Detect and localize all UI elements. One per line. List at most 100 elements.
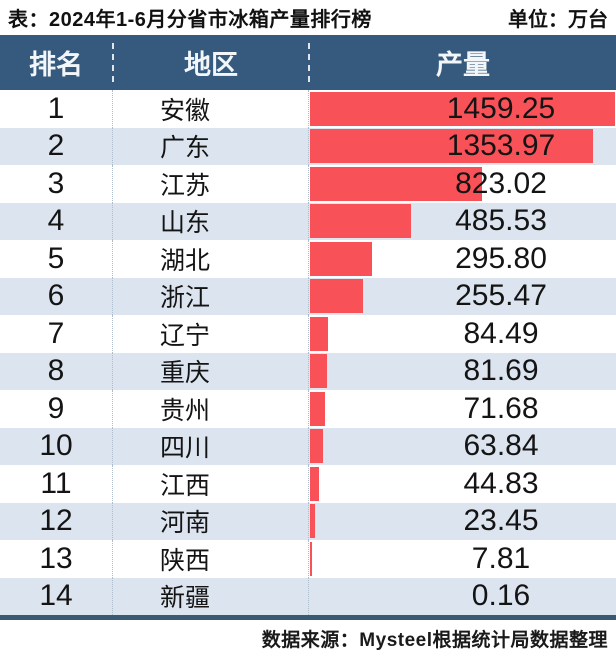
table-body: 1 安徽 1459.25 2 广东 1353.97 3 江苏 823.02 4 山东 485.53 5 湖…: [0, 90, 616, 615]
value-cell: 255.47: [308, 277, 616, 315]
region-cell: 重庆: [112, 352, 308, 390]
region-label: 江西: [159, 471, 211, 500]
rank-cell: 14: [39, 579, 73, 613]
value-label: 255.47: [455, 279, 547, 313]
value-label: 295.80: [455, 241, 547, 275]
value-bar: [310, 429, 324, 464]
value-label: 44.83: [463, 466, 539, 500]
value-label: 823.02: [455, 166, 547, 200]
value-cell: 44.83: [308, 465, 616, 503]
region-label: 河南: [159, 509, 211, 538]
value-label: 84.49: [463, 316, 539, 350]
rank-cell: 13: [39, 541, 73, 575]
region-cell: 四川: [112, 427, 308, 465]
table-header: 排名 地区 产量: [0, 35, 616, 90]
table-row: 9 贵州 71.68: [0, 390, 616, 428]
unit-label: 单位：万台: [508, 9, 608, 31]
region-cell: 湖北: [112, 240, 308, 278]
table-row: 7 辽宁 84.49: [0, 315, 616, 353]
value-bar: [310, 166, 483, 201]
value-bar: [310, 466, 320, 501]
value-bar: [310, 129, 593, 164]
value-label: 1459.25: [446, 91, 556, 125]
value-label: 485.53: [455, 204, 547, 238]
value-bar: [310, 504, 315, 539]
table-row: 12 河南 23.45: [0, 502, 616, 540]
value-cell: 0.16: [308, 577, 616, 615]
data-source-label: 数据来源：Mysteel根据统计局数据整理: [261, 629, 608, 651]
rank-cell: 1: [47, 91, 65, 125]
value-cell: 81.69: [308, 352, 616, 390]
value-bar: [310, 91, 615, 126]
value-cell: 1353.97: [308, 127, 616, 165]
table-row: 11 江西 44.83: [0, 465, 616, 503]
table-row: 5 湖北 295.80: [0, 240, 616, 278]
value-label: 7.81: [471, 541, 531, 575]
value-bar: [310, 316, 328, 351]
value-cell: 71.68: [308, 390, 616, 428]
value-bar: [310, 241, 372, 276]
page-title: 表：2024年1-6月分省市冰箱产量排行榜: [8, 9, 372, 31]
value-cell: 823.02: [308, 165, 616, 203]
table-row: 14 新疆 0.16: [0, 577, 616, 615]
value-cell: 84.49: [308, 315, 616, 353]
title-bar: 表：2024年1-6月分省市冰箱产量排行榜 单位：万台: [0, 0, 616, 35]
value-bar: [310, 204, 412, 239]
region-label: 四川: [159, 434, 211, 463]
rank-cell: 8: [47, 354, 65, 388]
value-label: 1353.97: [446, 129, 556, 163]
region-label: 新疆: [159, 584, 211, 613]
table-row: 2 广东 1353.97: [0, 127, 616, 165]
rank-cell: 4: [47, 204, 65, 238]
region-cell: 辽宁: [112, 315, 308, 353]
region-label: 安徽: [159, 96, 211, 125]
table-row: 13 陕西 7.81: [0, 540, 616, 578]
value-bar: [310, 541, 312, 576]
region-cell: 山东: [112, 202, 308, 240]
column-header-region: 地区: [112, 43, 308, 82]
value-cell: 485.53: [308, 202, 616, 240]
region-cell: 浙江: [112, 277, 308, 315]
region-cell: 河南: [112, 502, 308, 540]
rank-cell: 3: [47, 166, 65, 200]
region-cell: 新疆: [112, 577, 308, 615]
region-cell: 广东: [112, 127, 308, 165]
value-label: 23.45: [463, 504, 539, 538]
value-bar: [310, 354, 328, 389]
table-row: 8 重庆 81.69: [0, 352, 616, 390]
rank-cell: 9: [47, 391, 65, 425]
footer: 数据来源：Mysteel根据统计局数据整理: [0, 620, 616, 656]
region-label: 湖北: [159, 246, 211, 275]
rank-cell: 10: [39, 429, 73, 463]
value-cell: 295.80: [308, 240, 616, 278]
rank-cell: 2: [47, 129, 65, 163]
rank-cell: 5: [47, 241, 65, 275]
value-bar: [310, 279, 364, 314]
region-cell: 陕西: [112, 540, 308, 578]
region-label: 广东: [159, 134, 211, 163]
table-row: 3 江苏 823.02: [0, 165, 616, 203]
value-bar: [310, 391, 325, 426]
table-row: 1 安徽 1459.25: [0, 90, 616, 128]
value-cell: 7.81: [308, 540, 616, 578]
table-row: 10 四川 63.84: [0, 427, 616, 465]
value-label: 63.84: [463, 429, 539, 463]
value-label: 81.69: [463, 354, 539, 388]
column-header-value: 产量: [308, 43, 616, 82]
region-label: 贵州: [159, 396, 211, 425]
region-label: 辽宁: [159, 321, 211, 350]
column-header-rank: 排名: [29, 50, 83, 80]
region-cell: 江西: [112, 465, 308, 503]
region-cell: 安徽: [112, 90, 308, 128]
value-label: 0.16: [471, 579, 531, 613]
rank-cell: 7: [47, 316, 65, 350]
region-label: 山东: [159, 209, 211, 238]
rank-cell: 6: [47, 279, 65, 313]
region-label: 江苏: [159, 171, 211, 200]
rank-cell: 12: [39, 504, 73, 538]
value-cell: 63.84: [308, 427, 616, 465]
value-cell: 1459.25: [308, 90, 616, 128]
rank-cell: 11: [40, 466, 72, 500]
region-cell: 贵州: [112, 390, 308, 428]
table-bottom-border: [0, 615, 616, 620]
